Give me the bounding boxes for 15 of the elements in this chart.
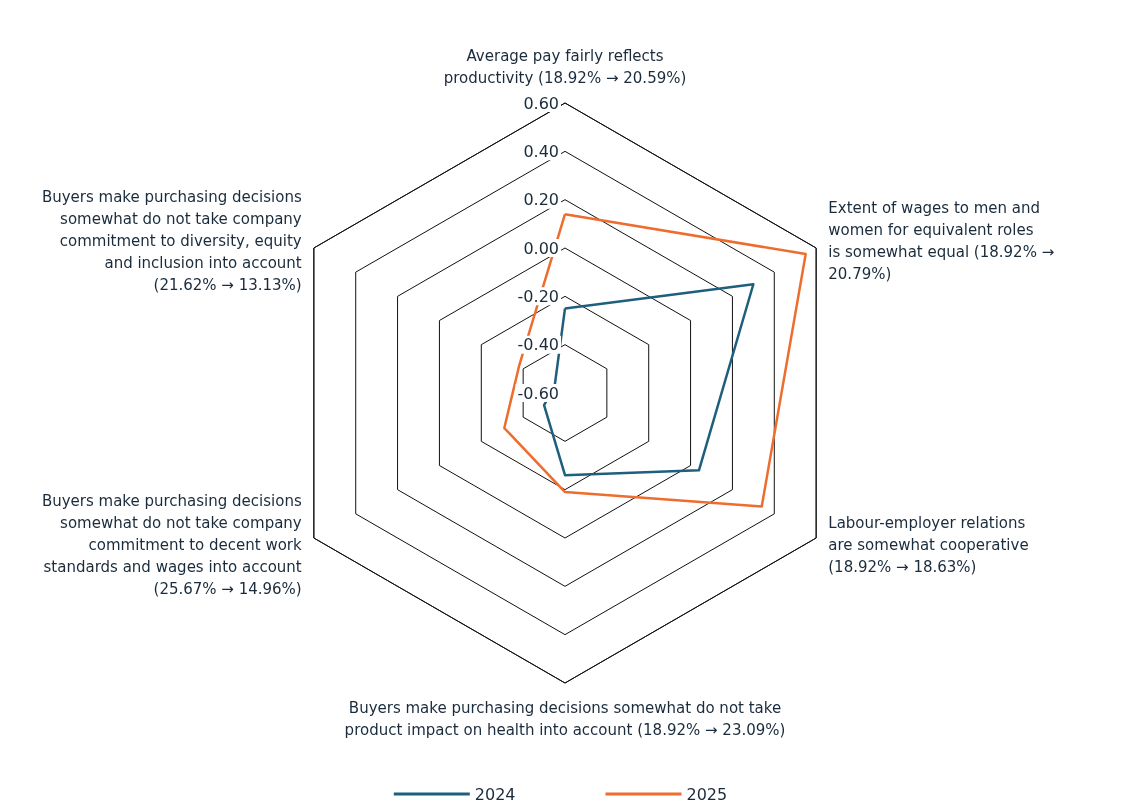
spoke-label: Buyers make purchasing decisions somewhat do not take product impact on health into account (18.92% → 23.09%) <box>344 699 786 739</box>
y-tick-label: 0.20 <box>523 190 559 210</box>
spoke-label: Buyers make purchasing decisions somewhat do not take company commitment to diversity, equity and inclusion into account (21.62% → 13.13%) <box>41 188 302 294</box>
spoke-label: Labour-employer relations are somewhat cooperative (18.92% → 18.63%) <box>828 514 1029 576</box>
spoke-label: Extent of wages to men and women for equivalent roles is somewhat equal (18.92% → 20.79%) <box>828 199 1055 283</box>
y-tick-label: -0.20 <box>517 286 559 306</box>
y-tick-label: 0.60 <box>523 93 559 113</box>
legend-label: 2024 <box>474 784 516 804</box>
y-tick-label: -0.40 <box>517 335 559 355</box>
legend-label: 2025 <box>686 784 728 804</box>
y-tick-label: 0.00 <box>523 238 559 258</box>
spoke-label: Average pay fairly reflects productivity (18.92% → 20.59%) <box>443 47 687 87</box>
spoke-label: Buyers make purchasing decisions somewhat do not take company commitment to decent work standards and wages into account (25.67% → 14.96%) <box>41 492 303 598</box>
y-tick-label: 0.40 <box>523 141 559 161</box>
y-tick-label: -0.60 <box>517 383 559 403</box>
